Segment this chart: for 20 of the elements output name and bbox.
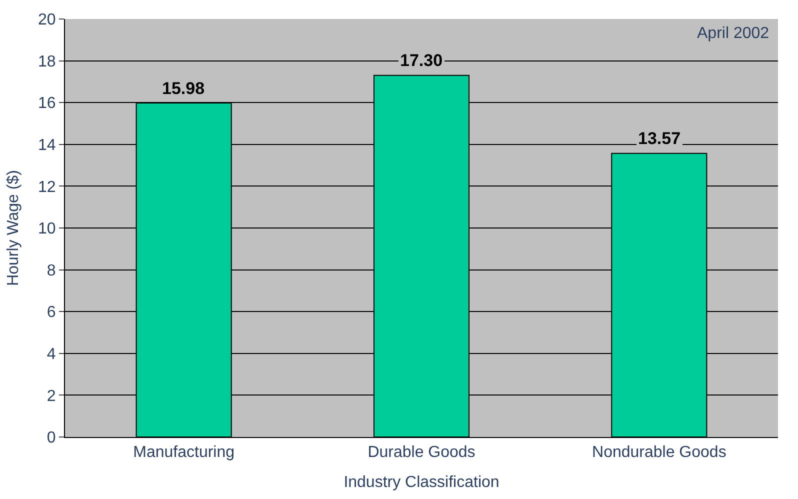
y-tick-label: 14 (38, 137, 56, 154)
y-tick-label: 6 (46, 304, 56, 322)
data-label: 15.98 (162, 79, 205, 98)
y-axis-title: Hourly Wage ($) (4, 170, 22, 286)
annotation: April 2002 (697, 25, 770, 42)
y-tick-label: 2 (46, 388, 56, 405)
y-tick-label: 12 (38, 178, 56, 196)
y-tick-label: 0 (46, 430, 56, 447)
x-tick-label: Durable Goods (368, 444, 476, 462)
x-tick-label: Nondurable Goods (592, 444, 726, 462)
y-tick-label: 8 (46, 262, 56, 280)
y-tick-label: 10 (38, 220, 56, 238)
data-label: 13.57 (638, 129, 681, 148)
x-axis-title: Industry Classification (344, 474, 500, 491)
y-tick-label: 18 (38, 53, 56, 70)
y-tick-label: 20 (38, 12, 56, 29)
y-tick-label: 16 (38, 95, 56, 112)
y-tick-label: 4 (46, 346, 56, 363)
x-tick-label: Manufacturing (133, 444, 235, 462)
data-label: 17.30 (400, 51, 443, 70)
